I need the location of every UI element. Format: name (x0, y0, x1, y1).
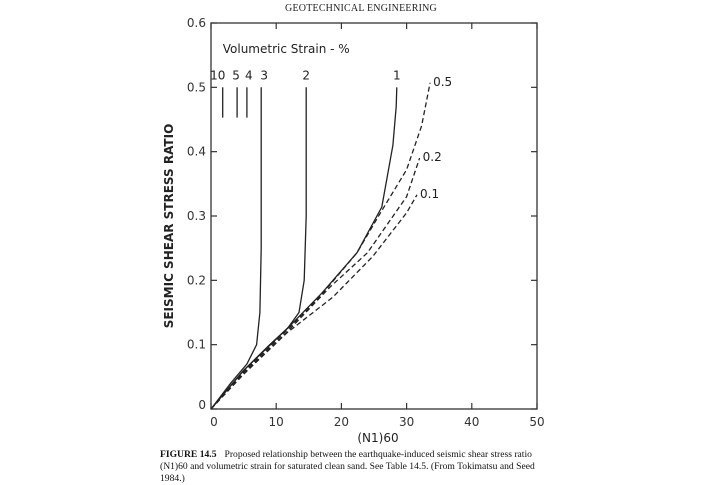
series-label: 4 (245, 68, 253, 82)
running-header: GEOTECHNICAL ENGINEERING (285, 3, 437, 14)
x-axis-label: (N1)60 (357, 431, 398, 445)
x-tick-label: 20 (334, 415, 349, 429)
x-tick-label: 40 (464, 415, 479, 429)
y-tick-label: 0.4 (187, 145, 206, 159)
caption-label: FIGURE 14.5 (160, 449, 217, 460)
y-tick-label: 0.3 (187, 209, 206, 223)
y-tick-label: 0.2 (187, 273, 206, 287)
series-label: 0.5 (433, 75, 452, 89)
y-tick-label: 0.6 (187, 16, 206, 30)
volumetric-strain-annotation: Volumetric Strain - % (223, 42, 350, 56)
series-label: 5 (232, 68, 240, 82)
y-axis-label: SEISMIC SHEAR STRESS RATIO (162, 124, 176, 329)
y-tick-label: 0 (198, 398, 206, 412)
x-tick-label: 0 (210, 415, 218, 429)
series-line-0-2 (210, 157, 421, 410)
caption-text: Proposed relationship between the earthq… (160, 449, 535, 484)
y-tick-label: 0.5 (187, 80, 206, 94)
chart: 0 10 20 30 40 50 0 0.1 0.2 0.3 0.4 0.5 0.6 (N1)60 SEIS… (162, 16, 545, 445)
series-line-3 (210, 87, 262, 410)
series-line-1 (210, 87, 398, 410)
figure-caption: FIGURE 14.5 Proposed relationship between… (160, 449, 560, 485)
series-label: 0.2 (423, 150, 442, 164)
x-tick-label: 30 (399, 415, 414, 429)
series-label: 2 (302, 68, 310, 82)
series-label: 0.1 (420, 187, 439, 201)
series-label: 10 (210, 68, 225, 82)
x-tick-label: 50 (529, 415, 544, 429)
series-line-0-5 (210, 82, 431, 410)
y-tick-label: 0.1 (187, 338, 206, 352)
x-tick-label: 10 (269, 415, 284, 429)
series-label: 3 (260, 68, 268, 82)
series-label: 1 (393, 68, 401, 82)
